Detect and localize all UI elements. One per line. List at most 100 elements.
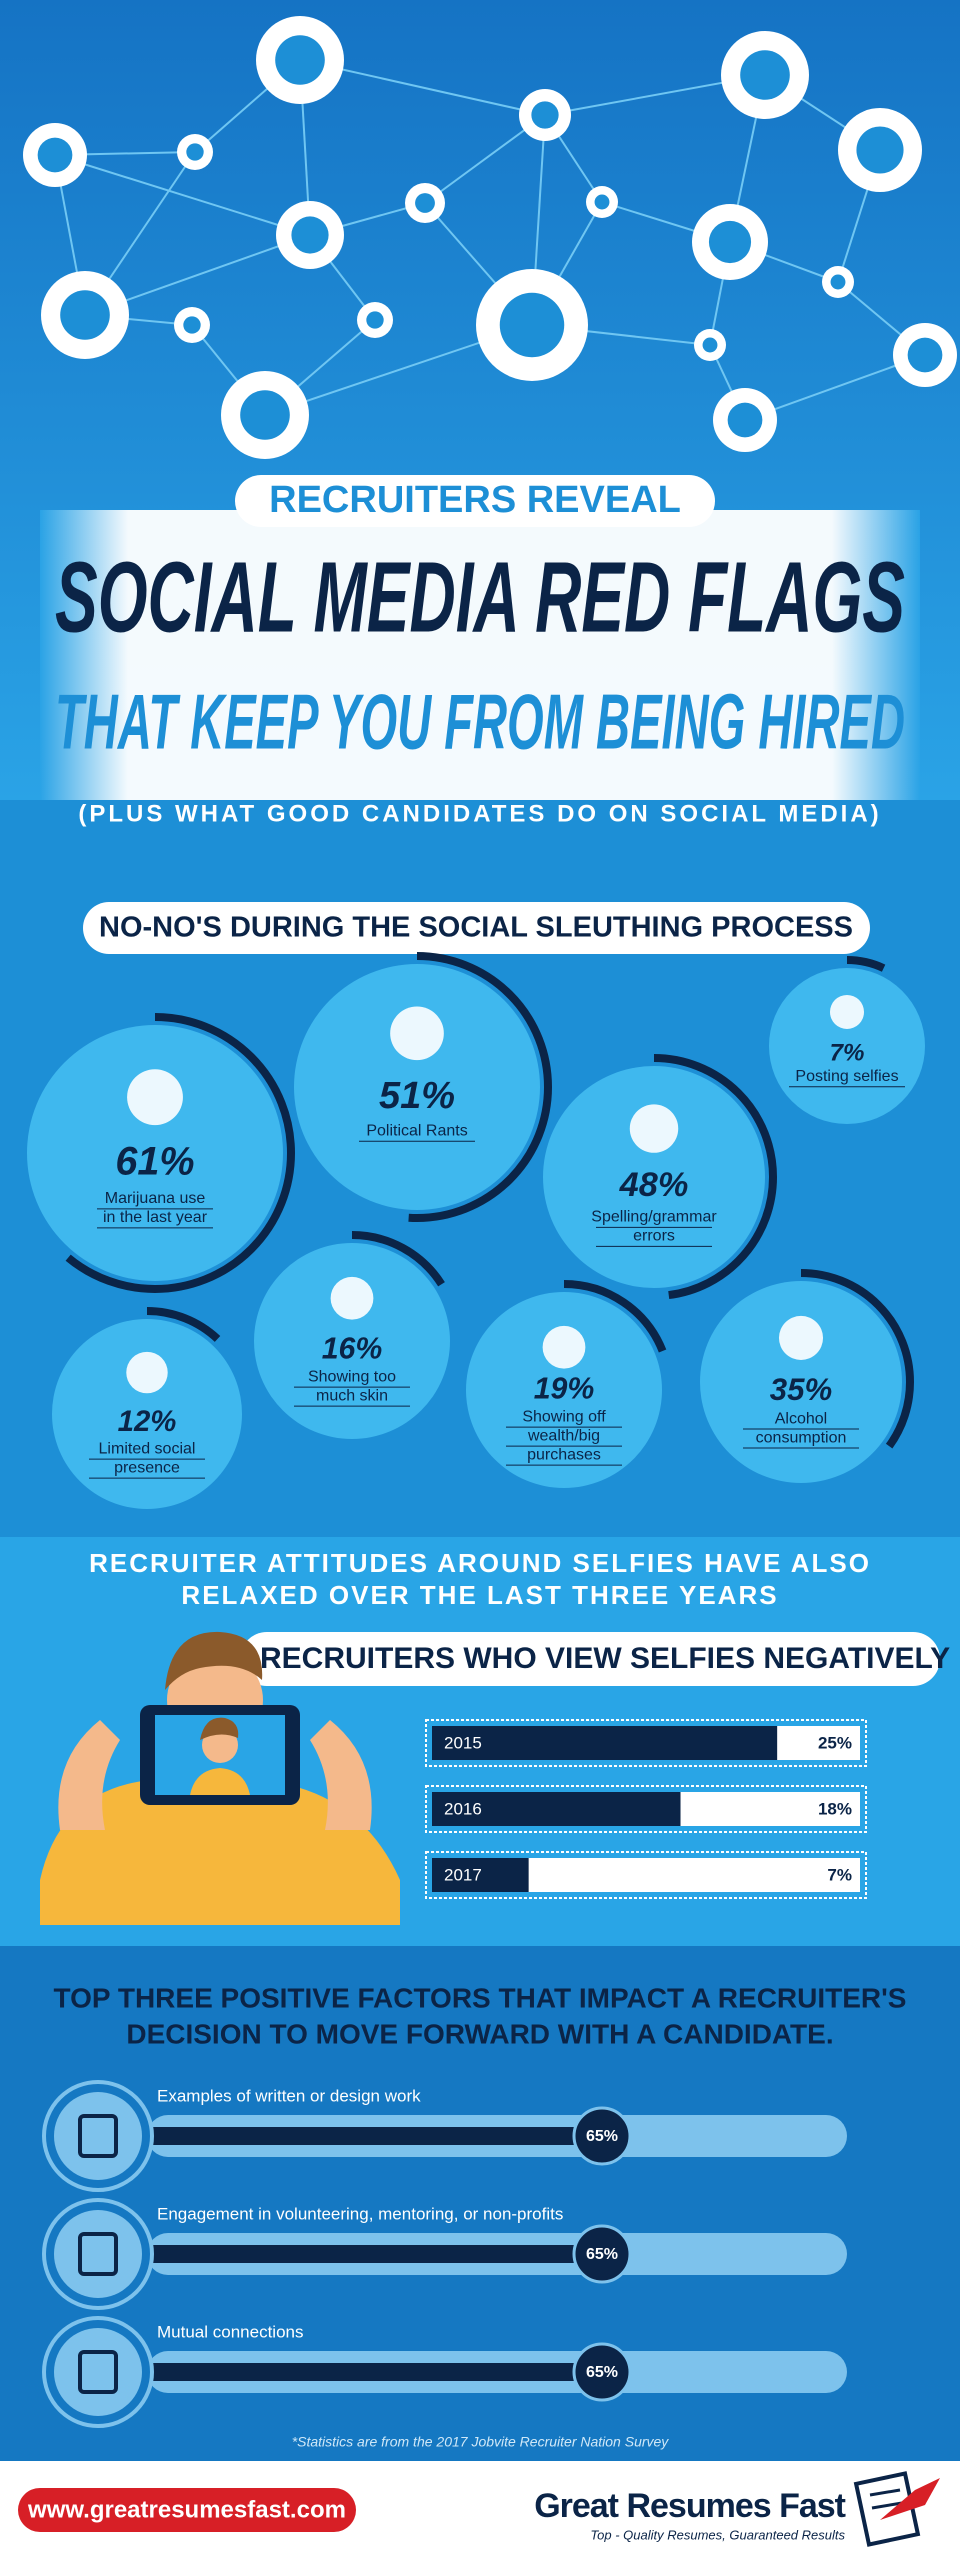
bar-category: 2016: [444, 1799, 482, 1818]
factor-value: 65%: [586, 2128, 618, 2145]
nono-arc: [40, 1307, 254, 1521]
nono-value: 12%: [118, 1405, 177, 1438]
url[interactable]: www.greatresumesfast.com: [27, 2496, 346, 2523]
nono-label: Spelling/grammar: [591, 1209, 717, 1226]
factor-bar: [147, 2127, 602, 2145]
kicker: RECRUITERS REVEAL: [269, 479, 681, 521]
nono-label: Posting selfies: [795, 1068, 898, 1085]
nono-circle: [466, 1292, 662, 1488]
nono-label: Marijuana use: [105, 1190, 206, 1207]
nono-icon: [829, 994, 865, 1029]
factor-icon: [54, 2328, 142, 2416]
nono-label: presence: [114, 1459, 180, 1476]
url-pill[interactable]: [18, 2488, 356, 2532]
factor-marker: [572, 2106, 632, 2166]
network-node-icon: [907, 337, 943, 373]
bar: [432, 1726, 778, 1760]
factor-bar: [147, 2245, 602, 2263]
bar-category: 2015: [444, 1733, 482, 1752]
factor-label: Examples of written or design work: [157, 2086, 421, 2105]
nono-label: errors: [633, 1228, 675, 1245]
nono-circle: [700, 1281, 902, 1483]
factor-value: 65%: [586, 2246, 618, 2263]
factor-icon: [54, 2092, 142, 2180]
nono-label: Limited social: [99, 1440, 196, 1457]
nono-circle: [27, 1025, 283, 1281]
nono-icon: [629, 1104, 679, 1153]
nonos-circles: 61% Marijuana use in the last year 51% Polit…: [15, 952, 937, 1521]
bar-frame: [425, 1719, 867, 1767]
bar: [432, 1858, 529, 1892]
footnote: *Statistics are from the 2017 Jobvite Re…: [292, 2434, 670, 2450]
network-node-icon: [415, 193, 435, 213]
network-node-icon: [37, 137, 73, 173]
network-node-icon: [856, 126, 904, 174]
nono-icon: [127, 1069, 183, 1126]
nono-circle: [52, 1319, 242, 1509]
bar-value: 25%: [818, 1733, 852, 1752]
selfies-chart: RECRUITER ATTITUDES AROUND SELFIES HAVE …: [89, 1548, 871, 1899]
nono-circle: [294, 964, 540, 1210]
nono-icon: [778, 1315, 824, 1360]
subtitle: THAT KEEP YOU FROM BEING HIRED: [55, 678, 905, 766]
tagline: Top - Quality Resumes, Guaranteed Result…: [590, 2527, 845, 2542]
nono-circle: [543, 1066, 765, 1288]
nono-circle: [769, 968, 925, 1124]
factor-value: 65%: [586, 2364, 618, 2381]
network-node-icon: [60, 290, 110, 340]
nono-arc: [282, 952, 552, 1222]
nono-value: 48%: [619, 1166, 689, 1204]
bar-value: 18%: [818, 1799, 852, 1818]
nono-value: 16%: [322, 1332, 383, 1365]
factor-icon-glyph: [78, 2114, 118, 2158]
network-node-icon: [499, 292, 565, 358]
nono-arc: [757, 956, 937, 1136]
network-node-icon: [275, 35, 325, 85]
nono-icon: [390, 1006, 444, 1061]
nono-arc: [454, 1280, 674, 1500]
nono-value: 61%: [115, 1139, 194, 1183]
factor-marker: [572, 2224, 632, 2284]
network-node-icon: [702, 337, 718, 353]
network-node-icon: [186, 143, 204, 161]
network-node-icon: [830, 274, 846, 290]
nono-circle: [254, 1243, 450, 1439]
nono-label: consumption: [756, 1429, 847, 1446]
selfie-illustration: [40, 1631, 400, 1925]
bar-value: 7%: [827, 1865, 852, 1884]
social-network: [23, 16, 957, 459]
brand: Great Resumes Fast: [534, 2487, 845, 2525]
nono-value: 19%: [534, 1372, 595, 1405]
positives-title: DECISION TO MOVE FORWARD WITH A CANDIDAT…: [126, 2018, 833, 2049]
nono-label: purchases: [527, 1446, 601, 1463]
nono-arc: [688, 1269, 914, 1495]
network-node-icon: [291, 216, 329, 254]
nono-value: 7%: [830, 1040, 865, 1067]
factor-marker: [572, 2342, 632, 2402]
factor-bar: [147, 2363, 602, 2381]
title: SOCIAL MEDIA RED FLAGS: [55, 541, 905, 653]
nono-label: Political Rants: [366, 1122, 467, 1139]
selfies-pill: [240, 1632, 940, 1686]
network-node-icon: [708, 220, 752, 264]
network-node-icon: [240, 390, 290, 440]
positives-chart: TOP THREE POSITIVE FACTORS THAT IMPACT A…: [42, 1982, 906, 2428]
nono-label: wealth/big: [527, 1427, 600, 1444]
nono-label: much skin: [316, 1387, 388, 1404]
nono-arc: [15, 1013, 295, 1293]
network-link: [54, 154, 311, 236]
nono-arc: [531, 1054, 777, 1300]
selfies-title: RECRUITERS WHO VIEW SELFIES NEGATIVELY: [260, 1642, 950, 1675]
title-band: [40, 510, 920, 800]
factor-icon-glyph: [78, 2350, 118, 2394]
network-node-icon: [366, 311, 384, 329]
selfies-headline: RECRUITER ATTITUDES AROUND SELFIES HAVE …: [89, 1548, 871, 1578]
network-node-icon: [727, 402, 763, 438]
brand-logo: [853, 2471, 940, 2547]
network-node-icon: [531, 101, 559, 129]
kicker-pill: [235, 475, 715, 527]
nono-arc: [242, 1231, 462, 1451]
nonos-pill: [83, 902, 870, 954]
